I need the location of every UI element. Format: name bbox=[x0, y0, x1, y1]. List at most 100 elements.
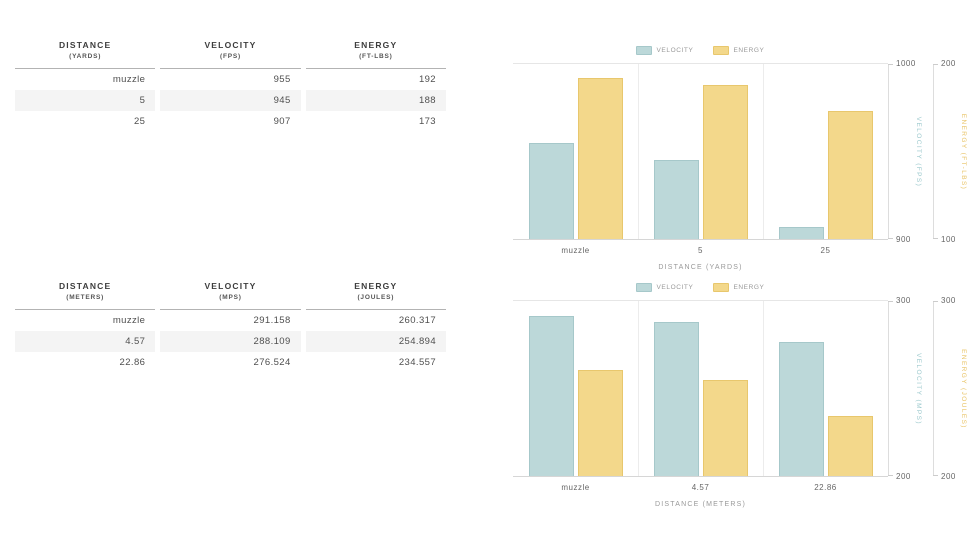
table-cell: 25 bbox=[133, 116, 146, 127]
axis-title: VELOCITY (MPS) bbox=[915, 352, 922, 425]
axis-title: VELOCITY (FPS) bbox=[915, 116, 922, 187]
chart-plot-area: 300 200 VELOCITY (MPS) 300 200 ENERGY (JOULES… bbox=[513, 296, 967, 481]
bar-velocity-5[interactable] bbox=[654, 160, 699, 239]
bar-velocity-4.57[interactable] bbox=[654, 322, 699, 476]
legend-item-energy[interactable]: ENERGY bbox=[713, 45, 765, 55]
legend-label: VELOCITY bbox=[656, 46, 694, 54]
table-cell: 192 bbox=[418, 74, 436, 85]
table-cell: 254.894 bbox=[305, 331, 446, 352]
grid-separator bbox=[763, 301, 764, 476]
grid-separator bbox=[763, 64, 764, 239]
bar-energy-25[interactable] bbox=[828, 111, 873, 239]
column-unit: (JOULES) bbox=[357, 294, 395, 301]
category-label: 5 bbox=[698, 246, 703, 255]
axis-tick bbox=[933, 301, 938, 302]
bar-energy-muzzle[interactable] bbox=[578, 78, 623, 239]
axis-line bbox=[933, 301, 934, 476]
axis-tick-label-max: 300 bbox=[896, 296, 911, 305]
column-unit: (MPS) bbox=[219, 294, 242, 301]
bar-velocity-25[interactable] bbox=[779, 227, 824, 239]
axis-tick bbox=[888, 475, 893, 476]
table-cell: 955 bbox=[273, 74, 291, 85]
table-cell: 5 bbox=[15, 90, 156, 111]
table-cell: muzzle bbox=[112, 315, 146, 326]
column-unit: (YARDS) bbox=[69, 53, 102, 60]
axis-tick bbox=[888, 238, 893, 239]
category-label: muzzle bbox=[561, 483, 590, 492]
legend-item-velocity[interactable]: VELOCITY bbox=[636, 282, 694, 292]
column-unit: (FPS) bbox=[220, 53, 241, 60]
category-label: 4.57 bbox=[691, 483, 710, 492]
legend-item-velocity[interactable]: VELOCITY bbox=[636, 45, 694, 55]
table-row: 5 945 188 bbox=[15, 90, 446, 111]
ballistics-table-imperial: DISTANCE (YARDS) VELOCITY (FPS) ENERGY (FT-LB… bbox=[10, 40, 451, 132]
legend-item-energy[interactable]: ENERGY bbox=[713, 282, 765, 292]
column-header: VELOCITY (MPS) bbox=[160, 281, 301, 310]
axis-tick-label-max: 300 bbox=[941, 296, 956, 305]
ballistics-table-metric: DISTANCE (METERS) VELOCITY (MPS) ENERGY (JOUL… bbox=[10, 281, 451, 373]
table-cell: 188 bbox=[305, 90, 446, 111]
table-row: muzzle 955 192 bbox=[15, 69, 446, 90]
axis-line bbox=[888, 64, 889, 239]
axis-tick bbox=[888, 64, 893, 65]
axis-tick bbox=[888, 301, 893, 302]
bar-energy-4.57[interactable] bbox=[703, 380, 748, 476]
table-cell: 260.317 bbox=[398, 315, 436, 326]
axis-tick-label-min: 900 bbox=[896, 235, 911, 244]
chart-x-axis: muzzle 5 25 bbox=[513, 246, 888, 255]
table-cell: muzzle bbox=[112, 74, 146, 85]
bar-velocity-muzzle[interactable] bbox=[529, 143, 574, 239]
table-cell: 291.158 bbox=[253, 315, 291, 326]
chart-x-title: DISTANCE (YARDS) bbox=[658, 264, 743, 271]
axis-tick-label-min: 100 bbox=[941, 235, 956, 244]
category-label: 25 bbox=[820, 246, 831, 255]
table-cell: 945 bbox=[160, 90, 301, 111]
legend-label: ENERGY bbox=[733, 46, 765, 54]
bar-energy-5[interactable] bbox=[703, 85, 748, 239]
axis-tick-label-max: 200 bbox=[941, 59, 956, 68]
table-header-row: DISTANCE (YARDS) VELOCITY (FPS) ENERGY (FT-LB… bbox=[15, 40, 446, 69]
category-label: 22.86 bbox=[814, 483, 837, 492]
table-cell: 234.557 bbox=[398, 357, 436, 368]
bar-velocity-muzzle[interactable] bbox=[529, 316, 574, 476]
column-header: DISTANCE (METERS) bbox=[15, 281, 156, 310]
axis-tick bbox=[933, 475, 938, 476]
table-header-row: DISTANCE (METERS) VELOCITY (MPS) ENERGY (JOUL… bbox=[15, 281, 446, 310]
column-title: VELOCITY bbox=[204, 40, 257, 50]
column-title: DISTANCE bbox=[58, 40, 112, 50]
chart-x-axis: muzzle 4.57 22.86 bbox=[513, 483, 888, 492]
legend-swatch-energy bbox=[713, 45, 730, 55]
legend-label: VELOCITY bbox=[656, 283, 694, 291]
legend-label: ENERGY bbox=[733, 283, 765, 291]
axis-tick bbox=[933, 64, 938, 65]
column-header: ENERGY (JOULES) bbox=[305, 281, 446, 310]
column-header: DISTANCE (YARDS) bbox=[15, 40, 156, 69]
table-cell: 288.109 bbox=[160, 331, 301, 352]
table-cell: 4.57 bbox=[15, 331, 156, 352]
chart-legend: VELOCITY ENERGY bbox=[513, 281, 888, 293]
column-title: ENERGY bbox=[354, 40, 398, 50]
bar-velocity-22.86[interactable] bbox=[779, 342, 824, 476]
chart-imperial: VELOCITY ENERGY 1000 900 VELOCITY (FPS) 200 1… bbox=[513, 44, 978, 271]
column-unit: (FT-LBS) bbox=[359, 53, 393, 60]
chart-x-title: DISTANCE (METERS) bbox=[654, 501, 747, 508]
axis-tick-label-min: 200 bbox=[941, 472, 956, 481]
column-unit: (METERS) bbox=[66, 294, 105, 301]
bar-energy-22.86[interactable] bbox=[828, 416, 873, 476]
grid-separator bbox=[638, 64, 639, 239]
chart-metric: VELOCITY ENERGY 300 200 VELOCITY (MPS) 300 20… bbox=[513, 281, 978, 508]
axis-tick bbox=[933, 238, 938, 239]
column-header: VELOCITY (FPS) bbox=[160, 40, 301, 69]
table-row: 25 907 173 bbox=[15, 111, 446, 132]
category-label: muzzle bbox=[561, 246, 590, 255]
bar-energy-muzzle[interactable] bbox=[578, 370, 623, 476]
axis-tick-label-min: 200 bbox=[896, 472, 911, 481]
axis-title: ENERGY (JOULES) bbox=[960, 348, 967, 429]
chart-legend: VELOCITY ENERGY bbox=[513, 44, 888, 56]
legend-swatch-velocity bbox=[636, 45, 653, 55]
column-title: ENERGY bbox=[354, 281, 398, 291]
axis-title: ENERGY (FT-LBS) bbox=[960, 113, 967, 190]
table-cell: 22.86 bbox=[119, 357, 146, 368]
table-cell: 173 bbox=[418, 116, 436, 127]
axis-line bbox=[933, 64, 934, 239]
